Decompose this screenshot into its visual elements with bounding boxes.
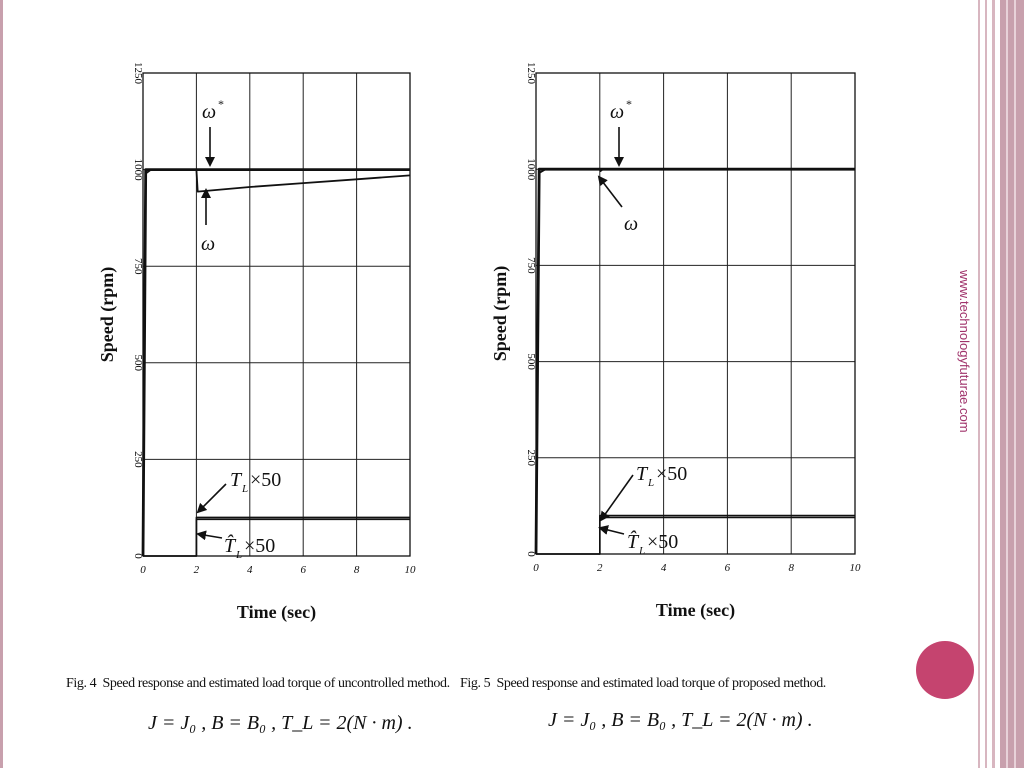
estimated-torque-suffix: ×50: [244, 535, 275, 557]
y-tick-label: 1000: [132, 159, 144, 182]
x-tick-label: 6: [300, 564, 306, 576]
y-tick-label: 500: [132, 355, 144, 372]
y-tick-label: 0: [525, 551, 537, 557]
estimated-torque-subscript: L: [638, 545, 645, 557]
torque-suffix: ×50: [656, 463, 687, 485]
fig5-caption: Fig. 5 Speed response and estimated load…: [460, 676, 826, 692]
y-tick-label: 500: [525, 353, 537, 370]
estimated-torque-suffix: ×50: [647, 531, 678, 553]
estimated-torque-label: T̂: [224, 534, 237, 557]
fig5-caption-text: Speed response and estimated load torque…: [496, 676, 826, 691]
torque-label: T: [230, 469, 243, 491]
load-torque-arrow: [599, 474, 634, 522]
x-tick-label: 0: [140, 564, 146, 576]
y-axis-label: Speed (rpm): [97, 267, 118, 363]
x-tick-label: 10: [405, 564, 417, 576]
plot-frame: [535, 72, 856, 555]
series-line: [536, 516, 855, 555]
x-tick-label: 8: [788, 562, 794, 574]
series-line: [535, 168, 855, 555]
left-border-stripe: [0, 0, 3, 768]
plot-frame: [142, 72, 411, 557]
omega-star-superscript: *: [218, 97, 224, 111]
x-tick-label: 4: [661, 562, 667, 574]
omega-star-superscript: *: [626, 97, 632, 111]
estimated-torque-arrow: [196, 530, 223, 541]
omega-star-label: ω: [202, 101, 216, 123]
x-tick-label: 0: [533, 562, 539, 574]
series-line: [143, 518, 410, 557]
y-tick-label: 0: [132, 553, 144, 559]
fig5-equation: J = J₀ , B = B₀ , T_L = 2(N · m) .: [548, 709, 813, 731]
fig4-equation: J = J₀ , B = B₀ , T_L = 2(N · m) .: [148, 712, 413, 734]
chart-fig4: 0 2 4 6 8 10 0 250 500 750 1000 1250 Time (sec) Speed…: [97, 62, 416, 623]
right-decorative-stripes: [978, 0, 1024, 768]
fig4-caption-label: Fig. 4: [66, 676, 97, 691]
side-url-text[interactable]: www.technologyfuturae.com: [957, 270, 972, 433]
y-tick-label: 250: [525, 450, 537, 467]
series-line: [142, 168, 411, 557]
chart-fig5: 0 2 4 6 8 10 0 250 500 750 1000 1250 Time (sec) Speed…: [490, 62, 861, 621]
fig4-caption: Fig. 4 Speed response and estimated load…: [66, 676, 450, 692]
x-axis-label: Time (sec): [656, 600, 735, 621]
torque-subscript: L: [241, 483, 248, 495]
x-tick-label: 4: [247, 564, 253, 576]
estimated-torque-label: T̂: [627, 530, 640, 553]
omega-star-label: ω: [610, 101, 624, 123]
torque-suffix: ×50: [250, 469, 281, 491]
x-tick-label: 6: [725, 562, 731, 574]
x-tick-label: 2: [597, 562, 603, 574]
omega-label: ω: [201, 233, 215, 255]
y-tick-label: 750: [525, 257, 537, 274]
x-tick-label: 2: [194, 564, 200, 576]
y-tick-label: 1000: [525, 158, 537, 181]
y-axis-label: Speed (rpm): [490, 266, 511, 362]
series-line: [536, 514, 855, 555]
x-tick-label: 10: [850, 562, 862, 574]
estimated-torque-arrow: [598, 525, 625, 535]
omega-arrow: [597, 175, 623, 208]
accent-circle: [916, 641, 974, 699]
y-tick-label: 1250: [525, 62, 537, 85]
y-tick-label: 1250: [132, 62, 144, 85]
omega-label: ω: [624, 213, 638, 235]
fig4-caption-text: Speed response and estimated load torque…: [102, 676, 450, 691]
x-axis-label: Time (sec): [237, 602, 316, 623]
series-line: [143, 516, 410, 557]
estimated-torque-subscript: L: [235, 549, 242, 561]
fig5-caption-label: Fig. 5: [460, 676, 491, 691]
torque-subscript: L: [647, 477, 654, 489]
y-tick-label: 250: [132, 451, 144, 468]
x-tick-label: 8: [354, 564, 360, 576]
load-torque-arrow: [196, 483, 227, 514]
y-tick-label: 750: [132, 258, 144, 275]
torque-label: T: [636, 463, 649, 485]
